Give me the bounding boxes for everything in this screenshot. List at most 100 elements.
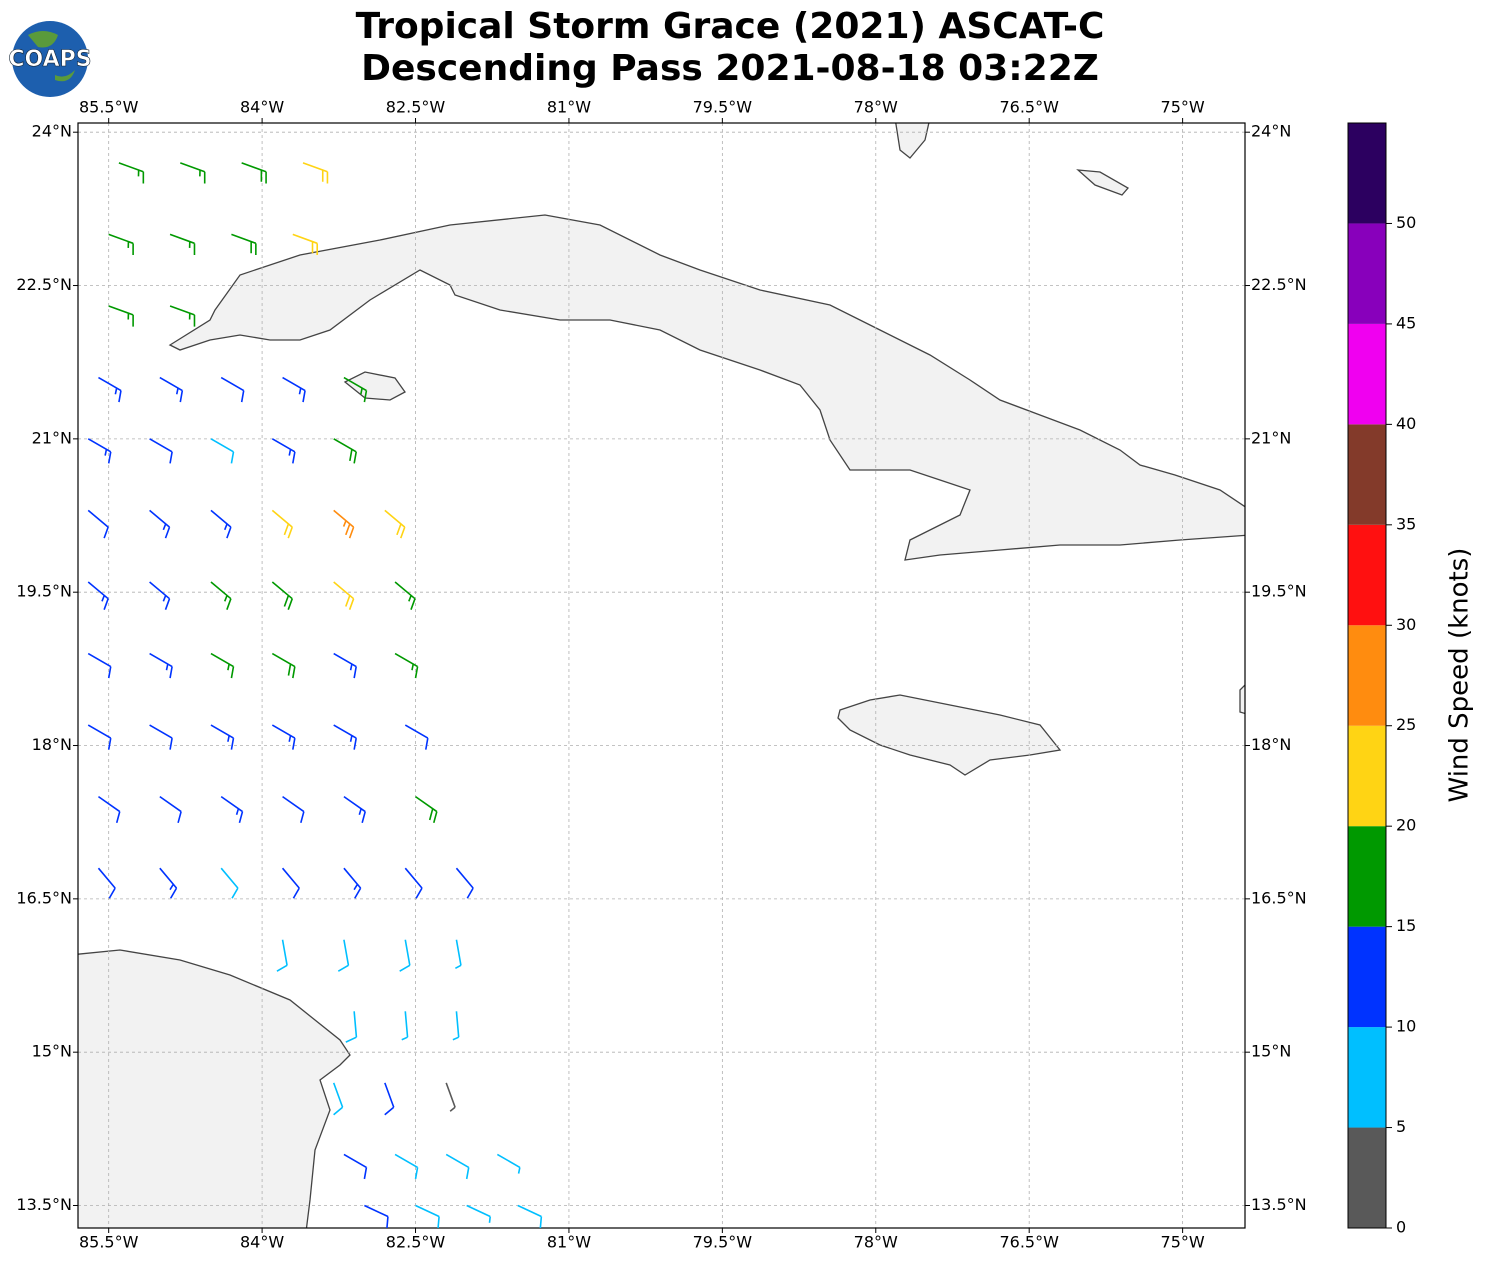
wind-barb (87, 724, 112, 750)
wind-barb (149, 581, 171, 610)
wind-barb (337, 939, 350, 972)
chart-subtitle: Descending Pass 2021-08-18 03:22Z (361, 48, 1099, 89)
wind-barb (333, 581, 355, 610)
wind-barb (159, 795, 182, 824)
colorbar-frame (1347, 122, 1387, 1229)
wind-barb (220, 376, 245, 403)
colorbar-bin (1348, 323, 1386, 425)
colorbar-tick-label: 5 (1396, 1117, 1406, 1136)
wind-barb (149, 438, 173, 464)
wind-barb (276, 939, 288, 972)
wind-barb (496, 1153, 521, 1174)
colorbar-bin (1348, 123, 1386, 224)
wind-barb (210, 652, 235, 679)
colorbar-tick-label: 25 (1396, 715, 1416, 734)
wind-barb (87, 652, 112, 679)
colorbar-tick-label: 20 (1396, 816, 1416, 835)
wind-barb (159, 867, 178, 899)
colorbar-bin (1348, 625, 1386, 726)
wind-barb (384, 1082, 395, 1116)
y-tick-label: 18°N (32, 735, 72, 754)
x-tick-label: 79.5°W (693, 98, 753, 117)
wind-barb (271, 724, 296, 750)
y-tick-label: 19.5°N (1251, 582, 1307, 601)
wind-barb (302, 162, 329, 184)
y-tick-label: 16.5°N (1251, 888, 1307, 907)
colorbar-bin (1348, 926, 1386, 1028)
wind-barb (345, 1011, 358, 1043)
wind-barb (281, 867, 300, 899)
wind-barb (455, 939, 462, 970)
wind-barb (97, 867, 116, 899)
wind-barb (271, 652, 296, 679)
y-tick-label: 24°N (1251, 122, 1291, 141)
y-tick-label: 24°N (32, 122, 72, 141)
wind-barb (466, 1204, 492, 1223)
chart-title: Tropical Storm Grace (2021) ASCAT-C (356, 6, 1105, 47)
andros (1076, 169, 1130, 196)
x-tick-label: 85.5°W (79, 1233, 139, 1252)
colorbar-tick-label: 0 (1396, 1218, 1406, 1237)
florida (895, 123, 930, 159)
wind-barb (231, 233, 257, 256)
logo: COAPS (8, 21, 92, 97)
wind-barb (333, 724, 358, 750)
colorbar-tick-label: 40 (1396, 414, 1416, 433)
wind-barb (332, 1082, 344, 1116)
colorbar-tick-label: 30 (1396, 615, 1416, 634)
wind-barb (108, 233, 134, 256)
wind-barb (343, 867, 362, 899)
wind-barb (98, 376, 122, 403)
wind-barb (220, 867, 239, 899)
wind-barb (292, 233, 319, 256)
x-tick-label: 75°W (1161, 1233, 1205, 1252)
x-tick-label: 81°W (547, 98, 591, 117)
wind-barb (517, 1204, 543, 1228)
wind-barb (384, 509, 406, 539)
wind-barb (149, 509, 171, 539)
wind-barb (404, 724, 429, 750)
y-tick-label: 13.5°N (1251, 1195, 1307, 1214)
colorbar-label: Wind Speed (knots) (1445, 548, 1475, 803)
y-tick-label: 22.5°N (1251, 275, 1307, 294)
x-tick-label: 76.5°W (999, 1233, 1059, 1252)
wind-barb (394, 652, 419, 679)
wind-barb (452, 1011, 460, 1041)
wind-barb (333, 509, 355, 539)
y-tick-label: 21°N (32, 428, 72, 447)
wind-barb (210, 438, 235, 464)
wind-barb (87, 509, 109, 539)
colorbar-tick-label: 10 (1396, 1017, 1416, 1036)
wind-barb (343, 1153, 368, 1180)
wind-barb (333, 438, 358, 464)
y-tick-label: 21°N (1251, 428, 1291, 447)
colorbar-tick-label: 15 (1396, 916, 1416, 935)
logo-land (28, 31, 75, 82)
x-tick-label: 85.5°W (79, 98, 139, 117)
colorbar-tick-label: 35 (1396, 514, 1416, 533)
x-tick-label: 82.5°W (386, 1233, 446, 1252)
plot-frame (77, 122, 1246, 1229)
wind-barb (241, 162, 267, 184)
wind-barb (118, 162, 145, 184)
wind-barb (97, 795, 121, 824)
x-tick-label: 78°W (854, 1233, 898, 1252)
x-tick-label: 84°W (240, 1233, 284, 1252)
wind-barb (415, 795, 438, 824)
wind-barb (282, 795, 305, 824)
x-tick-label: 75°W (1161, 98, 1205, 117)
wind-barb (220, 795, 244, 824)
wind-barb (210, 724, 235, 750)
wind-barb (169, 305, 196, 327)
wind-barb (210, 581, 232, 610)
central-america (78, 949, 351, 1228)
wind-barb (445, 1153, 470, 1180)
wind-barb (108, 305, 134, 327)
wind-barb (415, 1204, 440, 1228)
cuba (168, 214, 1245, 561)
wind-barb (445, 1082, 456, 1112)
y-tick-label: 18°N (1251, 735, 1291, 754)
colorbar-bin (1348, 725, 1386, 827)
wind-barb (169, 233, 196, 256)
